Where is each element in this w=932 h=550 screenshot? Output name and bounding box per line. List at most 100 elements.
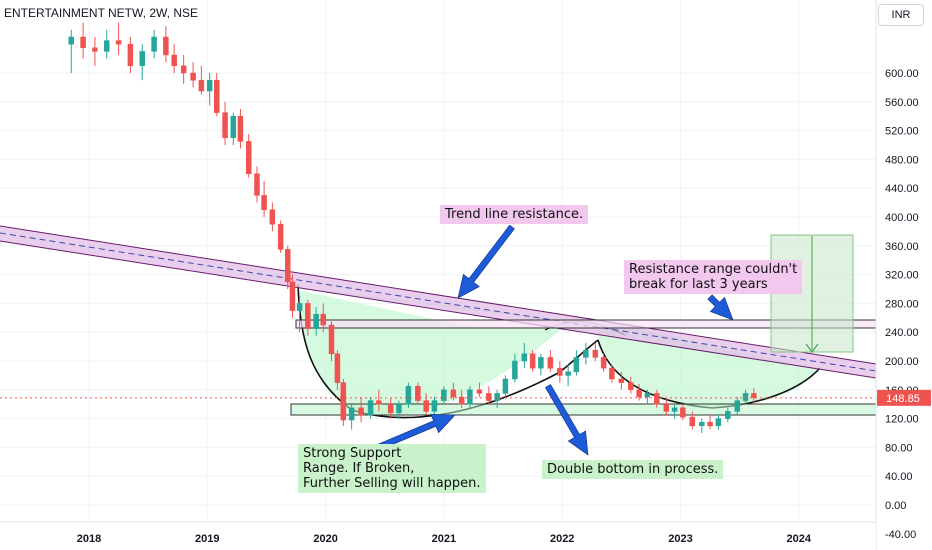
y-tick-label: 520.00 [885, 126, 919, 138]
trend-band-upper [0, 225, 877, 365]
annotation-line: Further Selling will happen. [303, 476, 481, 491]
candle-body [277, 223, 284, 250]
cup-shading [298, 285, 820, 417]
arrow-double-bottom [544, 384, 589, 456]
candle-body [245, 141, 252, 175]
candle-body [415, 385, 421, 401]
y-tick-label: 280.00 [885, 298, 919, 310]
candle-body [609, 367, 615, 380]
y-tick-label: 560.00 [885, 97, 919, 109]
annotation-line: Resistance range couldn't [629, 262, 798, 277]
candle-body [502, 378, 509, 394]
candle-body [663, 403, 670, 412]
x-tick-label: 2022 [550, 533, 574, 545]
x-tick-label: 2018 [77, 533, 101, 545]
candle-body [103, 40, 110, 52]
candle-body [618, 378, 625, 383]
candle-body [305, 303, 311, 329]
trend-band-mid [0, 232, 877, 372]
candle-body [320, 313, 326, 326]
annotation-resistance-range: Resistance range couldn't break for last… [624, 260, 803, 294]
x-tick-label: 2023 [668, 533, 692, 545]
candle-body [68, 36, 75, 45]
candle-body [423, 400, 429, 412]
candle-body [592, 349, 599, 358]
candle-body [431, 400, 438, 412]
candle-body [92, 47, 98, 52]
candle-body [284, 249, 291, 283]
y-tick-label: 40.00 [885, 471, 913, 483]
candle-body [348, 407, 355, 421]
candle-body [458, 396, 465, 405]
annotation-strong-support: Strong Support Range. If Broken, Further… [298, 444, 486, 493]
currency-button[interactable]: INR [878, 4, 924, 26]
candle-body [565, 371, 571, 376]
candle-body [367, 400, 374, 416]
annotation-line: Range. If Broken, [303, 461, 415, 476]
x-tick-label: 2024 [787, 533, 812, 545]
y-tick-label: 400.00 [885, 212, 919, 224]
x-tick-label: 2019 [195, 533, 219, 545]
candle-body [222, 112, 228, 139]
candle-body [494, 393, 500, 401]
time-axis-bg [0, 522, 876, 550]
candle-body [254, 173, 260, 196]
candle-body [139, 51, 145, 67]
candle-body [512, 360, 518, 380]
y-tick-label: 600.00 [885, 68, 919, 80]
candle-body [230, 115, 237, 139]
arrow-trend [457, 224, 515, 299]
annotation-double-bottom: Double bottom in process. [542, 460, 724, 479]
candle-body [180, 65, 187, 74]
candle-body [214, 79, 220, 113]
candle-body [127, 43, 134, 67]
x-tick-label: 2021 [432, 533, 456, 545]
candle-body [547, 357, 554, 369]
candle-body [206, 79, 213, 92]
candle-body [689, 416, 696, 427]
candle-body [654, 393, 660, 405]
candle-body [707, 421, 713, 427]
candle-body [467, 389, 473, 405]
candle-body [573, 357, 580, 373]
candle-body [751, 393, 757, 398]
candle-body [396, 403, 402, 414]
candle-body [699, 421, 705, 427]
candle-body [313, 313, 319, 329]
y-tick-label: 360.00 [885, 241, 919, 253]
candle-body [405, 385, 412, 405]
candle-body [296, 303, 303, 311]
target-arrow-head [805, 343, 819, 353]
candle-body [538, 357, 544, 369]
symbol-title[interactable]: ENTERTAINMENT NETW, 2W, NSE [4, 6, 199, 20]
y-tick-label: -40.00 [885, 529, 916, 541]
y-tick-label: 120.00 [885, 414, 919, 426]
candle-body [450, 389, 457, 398]
y-tick-label: 240.00 [885, 327, 919, 339]
candle-body [376, 400, 382, 405]
candle-body [269, 209, 276, 225]
candle-body [529, 353, 536, 369]
candle-body [340, 382, 347, 421]
candle-body [742, 393, 749, 401]
candle-body [289, 281, 296, 311]
candle-body [441, 389, 447, 401]
candle-body [80, 36, 86, 49]
candle-body [680, 407, 686, 418]
candle-body [583, 349, 589, 358]
candle-body [358, 407, 364, 416]
candle-body [671, 407, 678, 412]
annotation-trend-resistance: Trend line resistance. [440, 205, 589, 224]
candle-body [734, 400, 741, 412]
candle-body [163, 36, 169, 56]
candle-body [190, 72, 196, 81]
candle-body [628, 382, 634, 391]
candle-body [476, 389, 483, 394]
candle-body [557, 367, 563, 376]
candle-body [171, 54, 177, 67]
candle-body [328, 324, 335, 355]
candle-body [486, 393, 492, 401]
current-price-label: 148.85 [886, 393, 920, 405]
candle-body [644, 393, 651, 398]
